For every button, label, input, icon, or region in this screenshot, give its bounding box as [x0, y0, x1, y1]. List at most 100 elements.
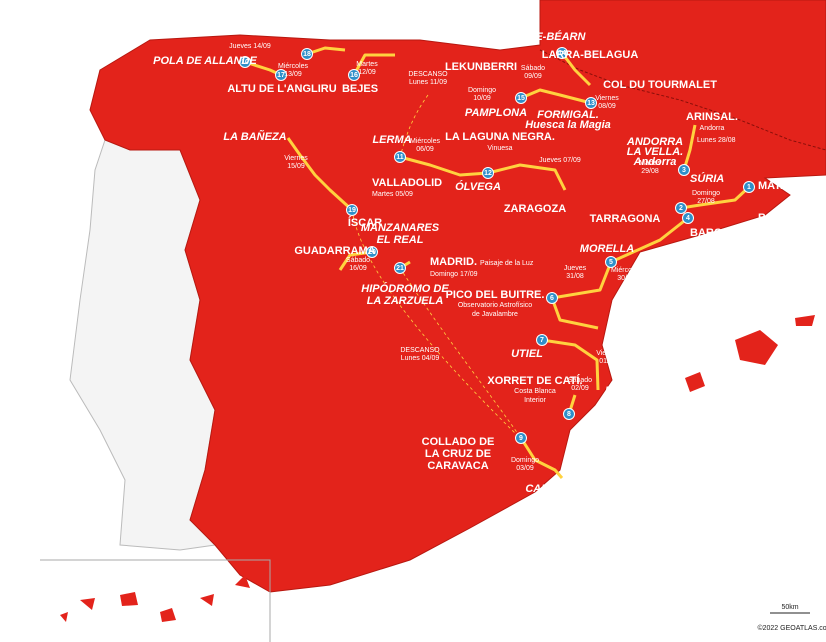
- place-label: 30/08: [617, 275, 635, 282]
- place-label: ANDORRA: [626, 136, 683, 148]
- stage-dot: [394, 151, 406, 163]
- place-label: Domingo: [692, 190, 720, 197]
- place-label: 27/08: [697, 198, 715, 205]
- place-label: de Javalambre: [472, 311, 518, 318]
- place-label: Miércoles: [278, 63, 308, 70]
- place-label: Paisaje de la Luz: [480, 260, 534, 267]
- place-label: DESCANSO: [400, 347, 440, 354]
- place-label: LA CRUZ DE: [425, 448, 491, 460]
- place-label: Miércoles: [410, 138, 440, 145]
- place-label: Viernes: [595, 95, 619, 102]
- place-label: MANZANARES: [361, 222, 440, 234]
- place-label: 03/09: [516, 465, 534, 472]
- stage-number: 18: [303, 51, 311, 58]
- place-label: LARRA-BELAGUA: [542, 49, 639, 61]
- place-label: Jueves: [564, 265, 587, 272]
- place-label: RIBESEYA: [299, 27, 354, 39]
- place-label: COLLADO DE: [422, 436, 495, 448]
- place-label: PAMPLONA: [465, 107, 527, 119]
- place-label: RIBADESELLA /: [285, 15, 371, 27]
- place-label: ZARAGOZA: [504, 203, 566, 215]
- place-label: Interior: [524, 397, 546, 404]
- ibiza: [685, 372, 705, 392]
- transfer-lines: [244, 61, 522, 439]
- place-label: 10/09: [473, 95, 491, 102]
- place-label: Sábado: [568, 377, 592, 384]
- stage-dot: [366, 246, 378, 258]
- stage-dot: [585, 97, 597, 109]
- place-label: Costa Blanca: [514, 388, 556, 395]
- place-label: BURRIANA: [635, 305, 694, 317]
- place-label: 12/09: [358, 69, 376, 76]
- place-label: LIENCRES PLAYA: [368, 27, 462, 39]
- stage-dot: [605, 256, 617, 268]
- place-label: LA BAÑEZA: [223, 130, 286, 143]
- stage-dot: [563, 408, 575, 420]
- stage-dot: [346, 204, 358, 216]
- stage-number: 2: [679, 205, 683, 212]
- stage-dot: [394, 262, 406, 274]
- place-label: 02/09: [571, 385, 589, 392]
- place-label: ALTU DE L'ANGLIRU: [227, 83, 336, 95]
- place-label: Miércoles: [611, 267, 641, 274]
- canary-box: [40, 559, 271, 642]
- place-label: Viernes: [284, 155, 308, 162]
- place-label: Sábado: [346, 257, 370, 264]
- stage-number: 8: [567, 411, 571, 418]
- place-label: LA ZARZUELA: [367, 295, 444, 307]
- place-label: Huesca la Magia: [525, 119, 611, 131]
- place-label: Lunes 04/09: [401, 355, 440, 362]
- place-label: 15/09: [287, 163, 305, 170]
- mallorca: [735, 330, 778, 365]
- place-label: DE LINARES: [229, 17, 296, 29]
- place-label: Observatorio Astrofísico: [458, 302, 532, 309]
- credit: ©2022 GEOATLAS.com: [757, 624, 826, 632]
- place-label: Domingo 17/09: [430, 271, 478, 278]
- place-label: 08/09: [598, 103, 616, 110]
- place-label: LA LAGUNA NEGRA.: [445, 131, 555, 143]
- place-label: 01/09: [599, 358, 617, 365]
- place-label: BEJES: [342, 83, 378, 95]
- stage-number: 17: [277, 72, 285, 79]
- place-label: SÚRIA: [690, 172, 724, 185]
- stage-dot: [239, 56, 251, 68]
- place-label: FORMIGAL.: [537, 109, 599, 121]
- place-label: Jueves 07/09: [539, 157, 581, 164]
- stage-dot: [743, 181, 755, 193]
- place-label: ÓLVEGA: [455, 180, 501, 193]
- stage-number: 3: [682, 167, 686, 174]
- place-label: DÉNIA: [605, 384, 639, 397]
- place-label: LERMA: [372, 134, 411, 146]
- place-label: Domingo: [511, 457, 539, 464]
- place-label: 29/08: [641, 168, 659, 175]
- place-label: UTIEL: [511, 348, 543, 360]
- place-label: Sábado 26/08: [752, 231, 796, 238]
- canary-islands: [60, 575, 250, 622]
- place-label: 31/08: [566, 273, 584, 280]
- stage-dot: [515, 92, 527, 104]
- scale-label: 50km: [781, 604, 798, 611]
- stage-dot: [678, 164, 690, 176]
- stage-dot: [348, 69, 360, 81]
- stage-number: 12: [484, 170, 492, 177]
- place-label: Andorra: [633, 156, 677, 168]
- stage-number: 15: [517, 95, 525, 102]
- place-label: OLIVA: [625, 360, 658, 372]
- place-label: HIPÓDROMO DE: [361, 282, 449, 295]
- place-label: LA VALL D'UIXÓ: [615, 324, 701, 337]
- place-label: 16/09: [349, 265, 367, 272]
- stage-dot: [682, 212, 694, 224]
- place-label: ARINSAL.: [686, 111, 738, 123]
- place-label: 13/09: [284, 71, 302, 78]
- place-label: Vinuesa: [487, 145, 512, 152]
- place-label: Domingo: [468, 87, 496, 94]
- place-label: Martes 05/09: [372, 191, 413, 198]
- place-label: Andorra: [700, 125, 725, 132]
- stage-dot: [556, 47, 568, 59]
- place-label: Lunes 11/09: [409, 79, 447, 86]
- stage-number: 19: [348, 207, 356, 214]
- place-label: LA CRUZ: [238, 5, 286, 17]
- stage-number: 6: [550, 295, 554, 302]
- stage-dot: [536, 334, 548, 346]
